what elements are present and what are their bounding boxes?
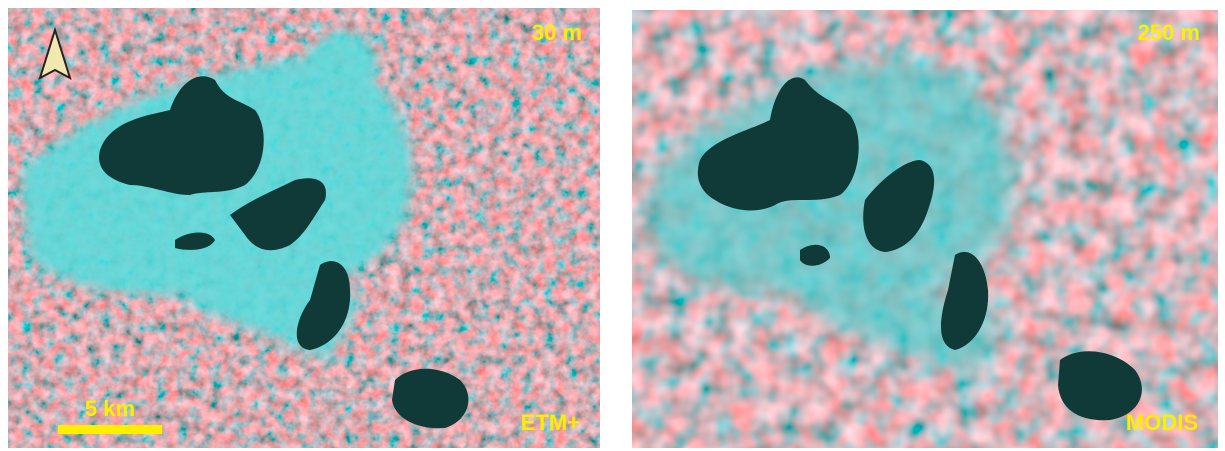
resolution-label: 30 m (532, 20, 582, 45)
scale-bar (58, 425, 162, 434)
etm-panel: 5 km 30 m ETM+ (8, 8, 600, 448)
modis-panel: 250 m MODIS (632, 10, 1218, 448)
resolution-label: 250 m (1138, 20, 1200, 45)
figure: 5 km 30 m ETM+ 250 m MODIS (0, 0, 1225, 451)
scale-label: 5 km (85, 396, 135, 421)
sensor-label: ETM+ (521, 410, 580, 435)
sensor-label: MODIS (1126, 410, 1198, 435)
